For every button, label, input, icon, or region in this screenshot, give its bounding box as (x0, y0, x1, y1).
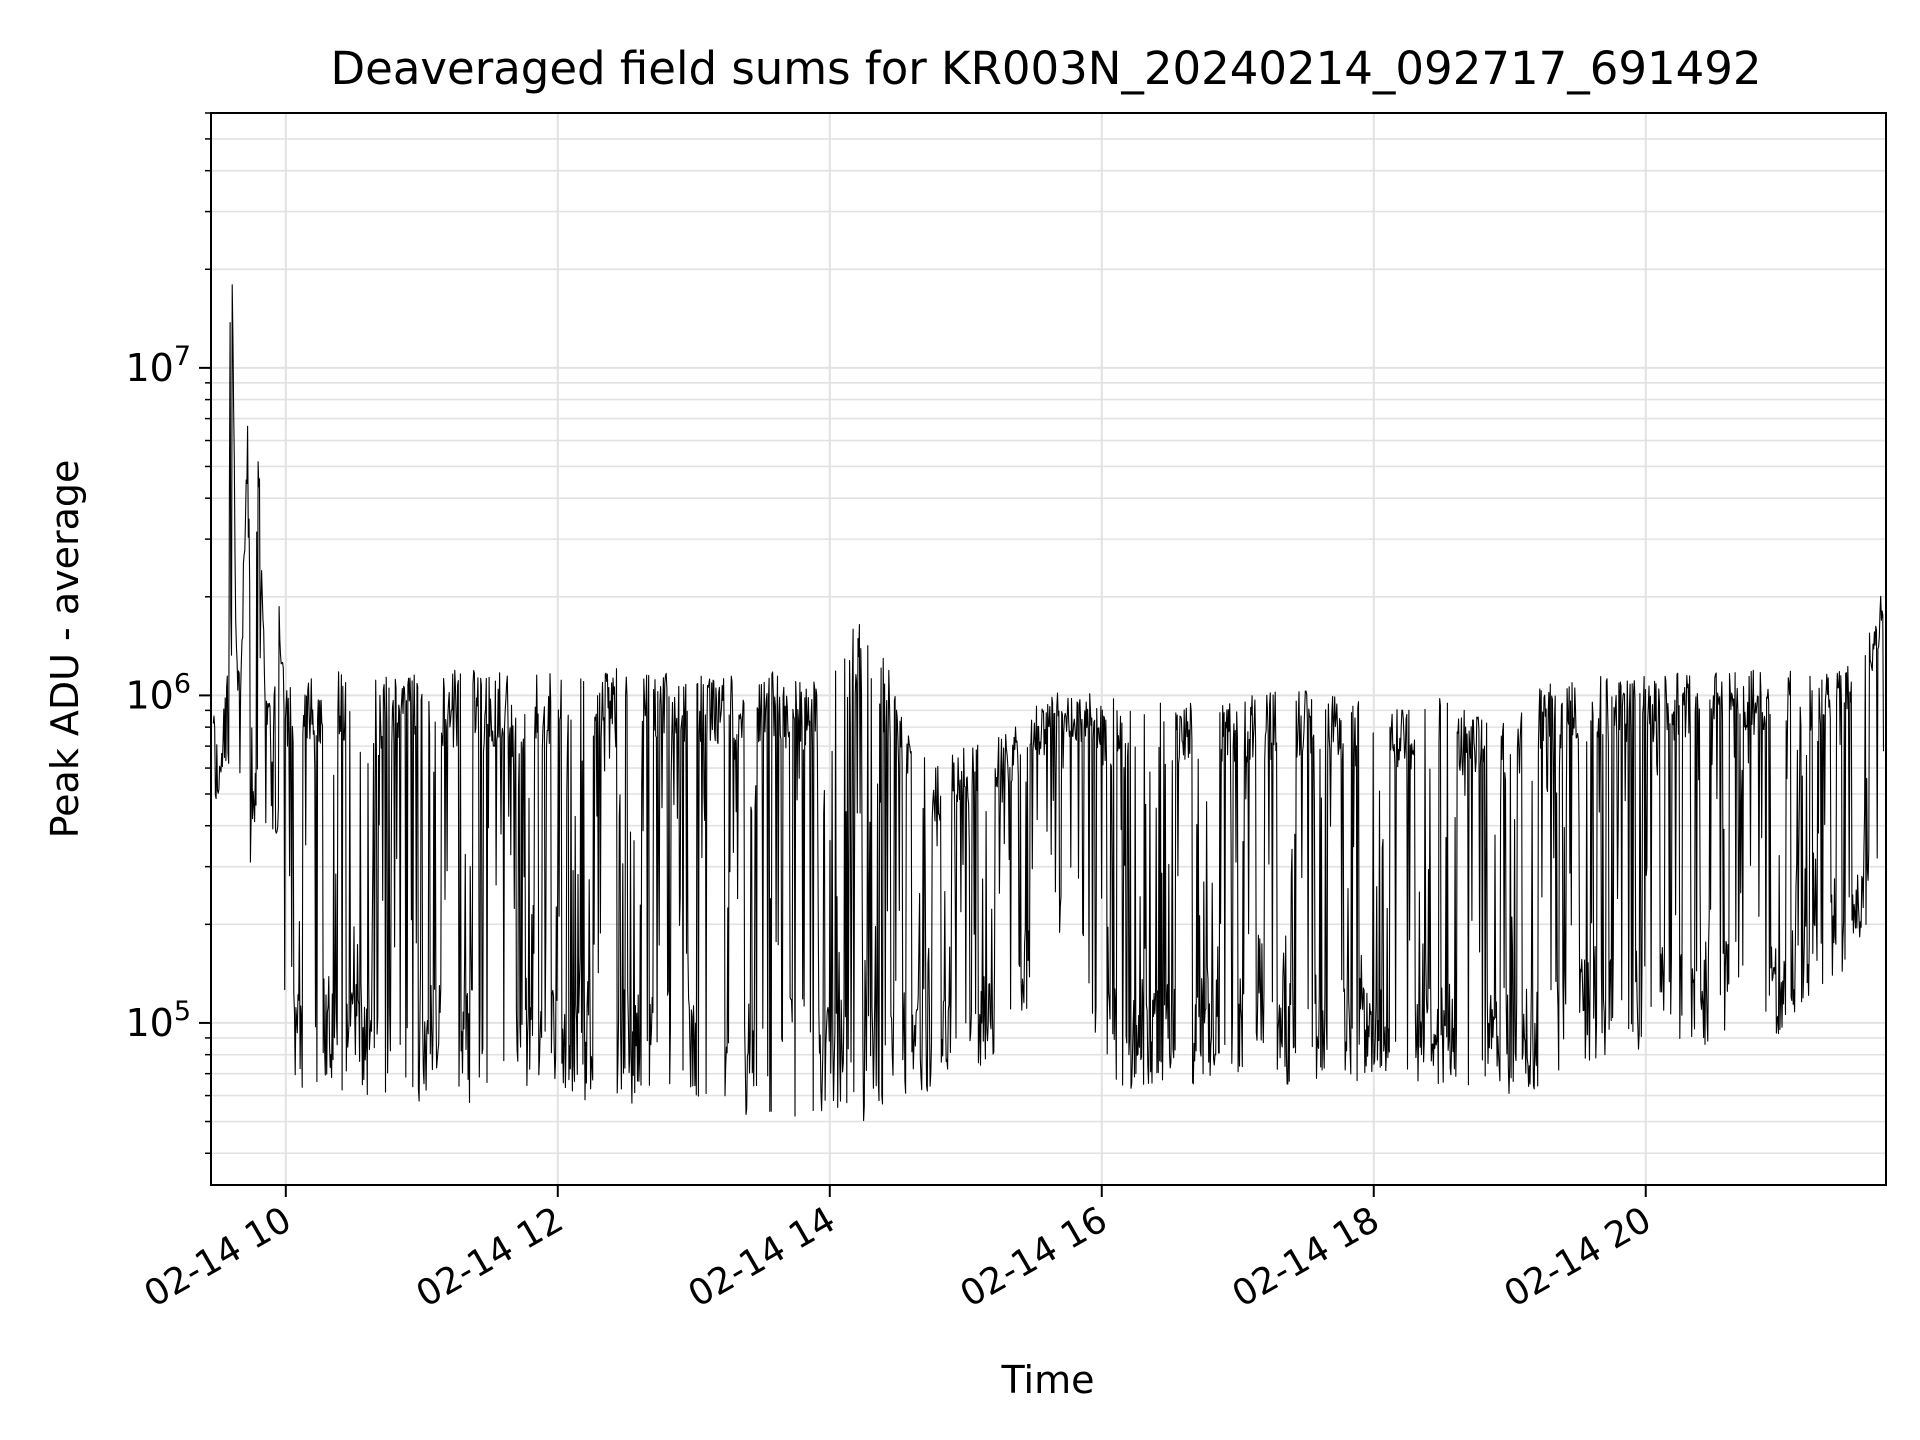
chart-title: Deaveraged field sums for KR003N_2024021… (331, 42, 1762, 95)
y-axis: 105 106 107 (125, 112, 211, 1155)
y-tick-label: 106 (125, 668, 191, 717)
axes-frame (210, 112, 1887, 1186)
y-tick-label: 105 (125, 996, 191, 1045)
plot-area (210, 112, 1887, 1186)
y-axis-label: Peak ADU - average (43, 460, 87, 839)
series-line (212, 284, 1885, 1122)
x-axis-label: Time (1001, 1358, 1095, 1402)
series-layer (212, 284, 1885, 1122)
y-tick-label: 107 (125, 341, 191, 390)
